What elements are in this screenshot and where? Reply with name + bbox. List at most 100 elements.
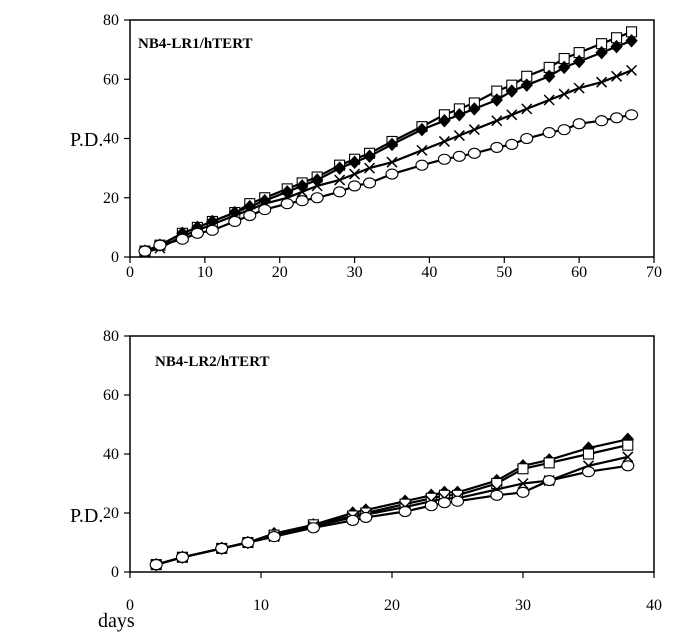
data-point xyxy=(334,174,346,186)
x-tick-label: 20 xyxy=(384,597,400,614)
data-point xyxy=(542,474,556,487)
data-point xyxy=(610,39,623,54)
y-axis-label: P.D. xyxy=(70,505,103,527)
x-tick-label: 40 xyxy=(421,264,437,281)
data-point xyxy=(467,147,481,159)
data-point xyxy=(364,162,376,174)
y-tick-label: 20 xyxy=(103,505,119,522)
chart-panel-2: NB4-LR2/hTERT P.D. days 0 20 40 60 80 0 10 20 3… xyxy=(70,328,662,632)
data-point xyxy=(595,115,609,127)
y-tick-label: 0 xyxy=(111,249,119,266)
data-point xyxy=(572,54,586,69)
y-tick-label: 60 xyxy=(103,387,119,404)
y-tick-label: 40 xyxy=(103,446,119,463)
y-tick-label: 40 xyxy=(103,131,119,148)
data-point xyxy=(153,239,167,251)
data-point xyxy=(215,542,229,554)
data-point xyxy=(626,64,638,76)
data-point xyxy=(543,94,555,106)
data-point xyxy=(610,112,624,124)
data-point xyxy=(558,88,570,100)
data-point xyxy=(385,168,399,180)
data-point xyxy=(306,522,320,534)
data-point xyxy=(516,486,530,498)
x-tick-label: 60 xyxy=(571,264,587,281)
data-point xyxy=(437,153,451,165)
data-point xyxy=(543,69,556,84)
data-point xyxy=(415,159,429,171)
data-point xyxy=(621,460,635,472)
data-point xyxy=(520,132,534,145)
x-tick-label: 10 xyxy=(197,264,213,281)
x-tick-label: 40 xyxy=(646,597,662,614)
data-point xyxy=(359,511,373,523)
data-point xyxy=(311,180,323,192)
data-point xyxy=(424,500,438,512)
data-point xyxy=(205,224,219,236)
data-point xyxy=(596,76,608,88)
data-point xyxy=(386,156,398,168)
data-point xyxy=(625,33,638,48)
data-point xyxy=(542,127,556,139)
data-point xyxy=(175,551,189,563)
data-point xyxy=(573,82,585,94)
data-point xyxy=(228,215,242,227)
x-tick-label: 30 xyxy=(515,597,531,614)
chart-title: NB4-LR2/hTERT xyxy=(155,354,270,370)
data-point xyxy=(624,109,639,121)
data-point xyxy=(363,149,376,164)
data-point xyxy=(581,466,596,478)
data-point xyxy=(295,195,309,207)
data-point xyxy=(517,463,529,475)
data-point xyxy=(505,84,518,98)
data-point xyxy=(490,93,503,107)
data-point xyxy=(595,45,608,60)
data-point xyxy=(243,209,257,222)
data-point xyxy=(490,489,504,501)
data-point xyxy=(468,102,481,116)
data-point xyxy=(543,457,555,469)
y-tick-label: 0 xyxy=(111,564,119,581)
data-point xyxy=(280,198,294,210)
x-tick-label: 70 xyxy=(646,264,662,281)
data-point xyxy=(296,186,308,198)
x-tick-label: 30 xyxy=(347,264,363,281)
data-point xyxy=(582,448,595,460)
x-axis-label: days xyxy=(98,610,135,632)
data-point xyxy=(572,118,586,130)
data-point xyxy=(520,78,533,92)
data-point xyxy=(490,141,504,153)
data-point xyxy=(622,439,634,451)
data-point xyxy=(310,192,324,204)
data-point xyxy=(557,124,571,136)
data-point xyxy=(415,122,429,137)
series-line xyxy=(144,39,632,253)
data-point xyxy=(611,70,623,82)
data-point xyxy=(452,150,466,162)
data-point xyxy=(346,514,360,526)
data-point xyxy=(333,161,346,175)
data-point xyxy=(491,477,503,490)
data-point xyxy=(267,531,281,543)
y-tick-label: 20 xyxy=(103,190,119,207)
data-point xyxy=(491,115,503,127)
data-point xyxy=(517,477,529,490)
data-point xyxy=(149,559,163,571)
data-point xyxy=(416,144,428,156)
data-point xyxy=(453,130,465,142)
data-point xyxy=(398,505,412,518)
data-point xyxy=(175,233,189,245)
x-tick-label: 0 xyxy=(126,264,134,281)
data-point xyxy=(437,497,451,509)
data-point xyxy=(438,113,451,128)
y-tick-label: 80 xyxy=(103,328,119,345)
data-point xyxy=(506,109,518,121)
data-point xyxy=(557,60,571,75)
data-point xyxy=(333,186,347,198)
y-tick-label: 60 xyxy=(103,71,119,88)
series-line xyxy=(144,69,632,254)
data-point xyxy=(241,536,255,549)
data-point xyxy=(385,137,399,152)
x-tick-label: 20 xyxy=(272,264,288,281)
